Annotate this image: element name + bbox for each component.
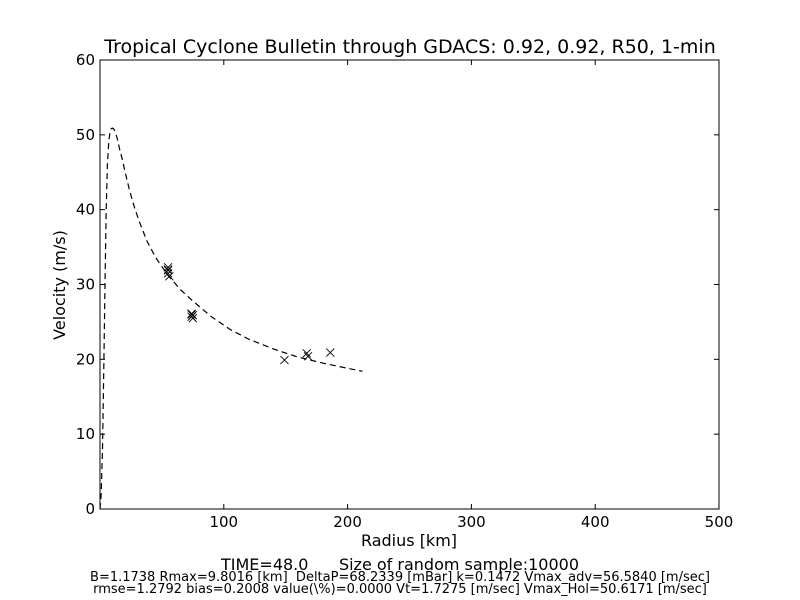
observation-x-marker	[188, 310, 198, 320]
footer-statistics: rmse=1.2792 bias=0.2008 value(\%)=0.0000…	[93, 582, 707, 597]
y-tick-label: 20	[76, 350, 95, 368]
y-tick-label: 0	[85, 500, 95, 518]
y-tick-label: 30	[76, 276, 95, 294]
observation-x-marker	[325, 348, 335, 357]
y-axis-ticks: 0 10 20 30 40 50 60	[76, 51, 719, 518]
x-tick-label: 300	[457, 513, 486, 531]
observation-x-marker	[163, 268, 173, 278]
x-tick-label: 100	[209, 513, 238, 531]
observation-x-marker	[303, 352, 313, 361]
y-axis-label: Velocity (m/s)	[50, 230, 69, 340]
x-tick-label: 400	[581, 513, 610, 531]
y-tick-label: 10	[76, 425, 95, 443]
observation-x-marker	[280, 355, 289, 365]
fitted-profile-line	[99, 127, 363, 510]
footer-parameters: B=1.1738 Rmax=9.8016 [km] DeltaP=68.2339…	[90, 570, 710, 585]
x-axis-ticks: 100 200 300 400 500	[209, 60, 733, 531]
y-tick-label: 50	[76, 126, 95, 144]
plot-frame	[99, 59, 720, 510]
x-tick-label: 500	[705, 513, 734, 531]
y-tick-label: 60	[76, 51, 95, 69]
x-axis-label: Radius [km]	[361, 531, 457, 550]
footer-time-sample: TIME=48.0 Size of random sample:10000	[221, 555, 579, 574]
chart-title: Tropical Cyclone Bulletin through GDACS:…	[103, 36, 716, 58]
x-tick-label: 200	[333, 513, 362, 531]
y-tick-label: 40	[76, 201, 95, 219]
observation-x-marker	[302, 349, 312, 358]
plot-area	[99, 127, 363, 510]
observation-x-marker	[163, 262, 173, 272]
observation-x-marker	[163, 265, 173, 274]
